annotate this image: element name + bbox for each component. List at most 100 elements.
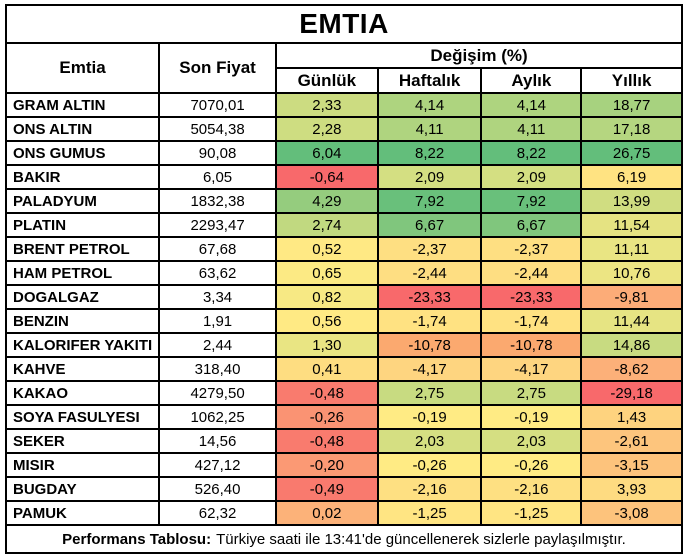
table-row: BRENT PETROL 67,68 0,52 -2,37 -2,37 11,11 xyxy=(4,236,683,262)
last-price-cell: 6,05 xyxy=(158,164,277,190)
footer-note: Performans Tablosu: Türkiye saati ile 13:… xyxy=(5,524,683,554)
change-cell-weekly: 4,11 xyxy=(376,116,483,142)
last-price-cell: 67,68 xyxy=(158,236,277,262)
change-cell-monthly: 2,09 xyxy=(480,164,583,190)
change-cell-monthly: -1,25 xyxy=(480,500,583,526)
change-cell-daily: 0,56 xyxy=(274,308,379,334)
change-cell-weekly: -1,25 xyxy=(376,500,483,526)
table-body: GRAM ALTIN 7070,01 2,33 4,14 4,14 18,77 ONS AL… xyxy=(4,92,683,526)
change-cell-yearly: 11,11 xyxy=(580,236,683,262)
table-row: KAHVE 318,40 0,41 -4,17 -4,17 -8,62 xyxy=(4,356,683,382)
page-title: EMTIA xyxy=(5,4,683,44)
commodity-name-cell: BAKIR xyxy=(4,164,161,190)
header-row-1: Emtia Son Fiyat Değişim (%) xyxy=(4,42,684,94)
footer-note-label: Performans Tablosu: xyxy=(62,530,212,548)
table-row: PLATIN 2293,47 2,74 6,67 6,67 11,54 xyxy=(4,212,683,238)
column-header-daily: Günlük xyxy=(274,67,379,94)
change-cell-yearly: -9,81 xyxy=(580,284,683,310)
commodity-name-cell: PAMUK xyxy=(4,500,161,526)
change-cell-daily: -0,26 xyxy=(274,404,379,430)
change-cell-yearly: 11,54 xyxy=(580,212,683,238)
change-cell-yearly: 17,18 xyxy=(580,116,683,142)
change-cell-monthly: -0,19 xyxy=(480,404,583,430)
column-header-monthly: Aylık xyxy=(480,67,583,94)
column-header-last-price: Son Fiyat xyxy=(158,42,277,94)
change-cell-weekly: -4,17 xyxy=(376,356,483,382)
table-row: ONS ALTIN 5054,38 2,28 4,11 4,11 17,18 xyxy=(4,116,683,142)
table-row: BUGDAY 526,40 -0,49 -2,16 -2,16 3,93 xyxy=(4,476,683,502)
change-cell-weekly: 2,75 xyxy=(376,380,483,406)
change-cell-yearly: 14,86 xyxy=(580,332,683,358)
table-row: HAM PETROL 63,62 0,65 -2,44 -2,44 10,76 xyxy=(4,260,683,286)
change-cell-daily: 0,41 xyxy=(274,356,379,382)
table-row: PALADYUM 1832,38 4,29 7,92 7,92 13,99 xyxy=(4,188,683,214)
change-cell-yearly: -8,62 xyxy=(580,356,683,382)
table-row: DOGALGAZ 3,34 0,82 -23,33 -23,33 -9,81 xyxy=(4,284,683,310)
change-cell-monthly: 4,14 xyxy=(480,92,583,118)
change-cell-monthly: 2,03 xyxy=(480,428,583,454)
commodity-name-cell: ONS GUMUS xyxy=(4,140,161,166)
column-header-yearly: Yıllık xyxy=(580,67,683,94)
change-cell-weekly: -1,74 xyxy=(376,308,483,334)
table-row: ONS GUMUS 90,08 6,04 8,22 8,22 26,75 xyxy=(4,140,683,166)
last-price-cell: 62,32 xyxy=(158,500,277,526)
change-cell-daily: -0,48 xyxy=(274,380,379,406)
commodity-name-cell: HAM PETROL xyxy=(4,260,161,286)
last-price-cell: 427,12 xyxy=(158,452,277,478)
last-price-cell: 14,56 xyxy=(158,428,277,454)
change-cell-weekly: -0,26 xyxy=(376,452,483,478)
change-cell-weekly: -23,33 xyxy=(376,284,483,310)
change-cell-monthly: -2,44 xyxy=(480,260,583,286)
last-price-cell: 3,34 xyxy=(158,284,277,310)
commodity-name-cell: KAHVE xyxy=(4,356,161,382)
commodity-name-cell: SEKER xyxy=(4,428,161,454)
change-cell-monthly: -1,74 xyxy=(480,308,583,334)
title-row: EMTIA xyxy=(5,4,683,44)
commodity-name-cell: BENZIN xyxy=(4,308,161,334)
footer-note-text: Türkiye saati ile 13:41'de güncellenerek… xyxy=(216,530,626,548)
change-cell-daily: -0,48 xyxy=(274,428,379,454)
change-cell-weekly: 4,14 xyxy=(376,92,483,118)
column-header-weekly: Haftalık xyxy=(376,67,483,94)
change-cell-weekly: 8,22 xyxy=(376,140,483,166)
change-cell-yearly: 1,43 xyxy=(580,404,683,430)
change-cell-daily: -0,49 xyxy=(274,476,379,502)
column-header-commodity: Emtia xyxy=(4,42,161,94)
change-cell-daily: -0,20 xyxy=(274,452,379,478)
header-row-2: Günlük Haftalık Aylık Yıllık xyxy=(6,67,683,94)
change-cell-weekly: 2,09 xyxy=(376,164,483,190)
change-cell-daily: 6,04 xyxy=(274,140,379,166)
commodity-name-cell: BUGDAY xyxy=(4,476,161,502)
commodity-name-cell: SOYA FASULYESI xyxy=(4,404,161,430)
change-cell-daily: 0,02 xyxy=(274,500,379,526)
change-cell-yearly: 11,44 xyxy=(580,308,683,334)
commodity-name-cell: ONS ALTIN xyxy=(4,116,161,142)
change-cell-monthly: -10,78 xyxy=(480,332,583,358)
table-row: SOYA FASULYESI 1062,25 -0,26 -0,19 -0,19 1,43 xyxy=(4,404,683,430)
change-cell-monthly: 7,92 xyxy=(480,188,583,214)
change-cell-daily: 0,52 xyxy=(274,236,379,262)
change-cell-yearly: 13,99 xyxy=(580,188,683,214)
table-row: KALORIFER YAKITI 2,44 1,30 -10,78 -10,78 14,8… xyxy=(4,332,683,358)
change-cell-monthly: -2,37 xyxy=(480,236,583,262)
last-price-cell: 90,08 xyxy=(158,140,277,166)
change-cell-monthly: -23,33 xyxy=(480,284,583,310)
last-price-cell: 1062,25 xyxy=(158,404,277,430)
footer-row: Performans Tablosu: Türkiye saati ile 13:… xyxy=(5,524,683,554)
table-row: KAKAO 4279,50 -0,48 2,75 2,75 -29,18 xyxy=(4,380,683,406)
column-header-change-group: Değişim (%) xyxy=(274,42,684,69)
change-cell-yearly: -29,18 xyxy=(580,380,683,406)
change-cell-yearly: -2,61 xyxy=(580,428,683,454)
change-cell-monthly: 8,22 xyxy=(480,140,583,166)
commodity-name-cell: GRAM ALTIN xyxy=(4,92,161,118)
last-price-cell: 2293,47 xyxy=(158,212,277,238)
table-row: MISIR 427,12 -0,20 -0,26 -0,26 -3,15 xyxy=(4,452,683,478)
change-cell-monthly: -0,26 xyxy=(480,452,583,478)
commodity-name-cell: KALORIFER YAKITI xyxy=(4,332,161,358)
change-cell-daily: 0,65 xyxy=(274,260,379,286)
table-row: GRAM ALTIN 7070,01 2,33 4,14 4,14 18,77 xyxy=(4,92,683,118)
last-price-cell: 1,91 xyxy=(158,308,277,334)
last-price-cell: 1832,38 xyxy=(158,188,277,214)
change-cell-weekly: -10,78 xyxy=(376,332,483,358)
last-price-cell: 2,44 xyxy=(158,332,277,358)
